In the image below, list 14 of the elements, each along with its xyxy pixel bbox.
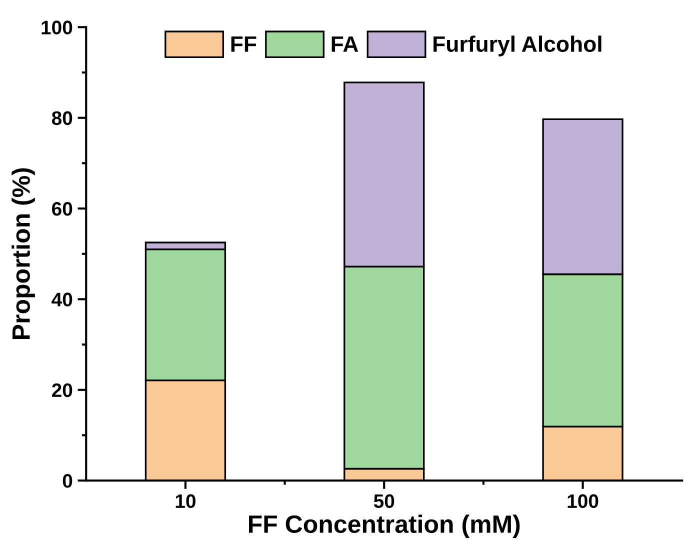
legend-label: FA bbox=[332, 36, 358, 52]
y-tick-label: 20 bbox=[52, 383, 72, 398]
y-tick-label: 100 bbox=[42, 20, 72, 34]
legend-label: Furfuryl Alcohol bbox=[434, 36, 602, 56]
y-tick-label: 0 bbox=[62, 474, 72, 488]
y-axis-title: Proportion (%) bbox=[12, 168, 35, 339]
y-tick-label: 40 bbox=[52, 292, 72, 306]
y-tick-label: 80 bbox=[52, 111, 72, 126]
x-tick-label: 50 bbox=[374, 494, 394, 508]
x-axis-title: FF Concentration (mM) bbox=[249, 514, 520, 538]
y-tick-label: 60 bbox=[52, 202, 72, 216]
legend-label: FF bbox=[231, 36, 256, 52]
x-tick-label: 10 bbox=[176, 494, 196, 508]
x-tick-label: 100 bbox=[568, 494, 598, 508]
